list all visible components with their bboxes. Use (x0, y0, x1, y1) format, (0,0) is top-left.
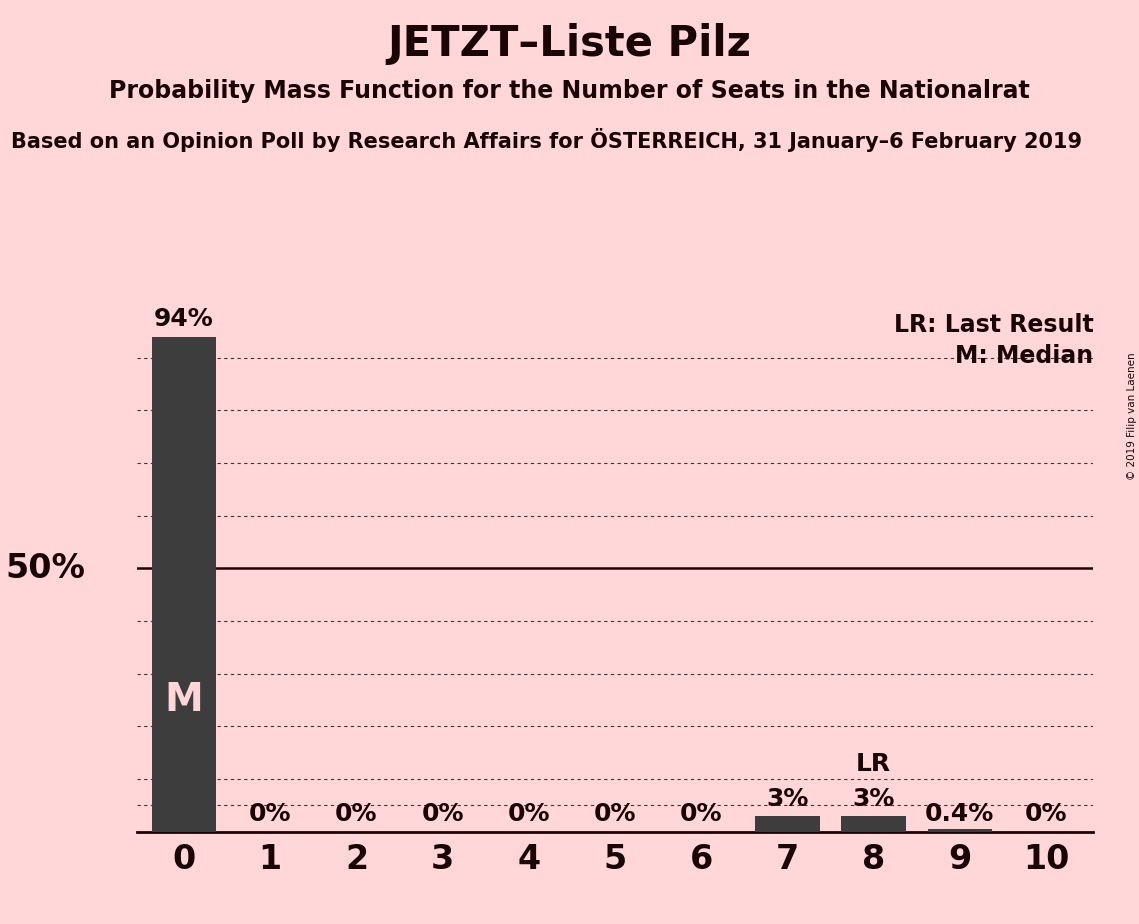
Text: Based on an Opinion Poll by Research Affairs for ÖSTERREICH, 31 January–6 Februa: Based on an Opinion Poll by Research Aff… (11, 128, 1082, 152)
Text: 94%: 94% (154, 308, 214, 332)
Text: 0%: 0% (421, 802, 464, 826)
Text: © 2019 Filip van Laenen: © 2019 Filip van Laenen (1126, 352, 1137, 480)
Text: 0%: 0% (593, 802, 637, 826)
Text: 0%: 0% (1025, 802, 1067, 826)
Text: 3%: 3% (767, 786, 809, 810)
Text: 0%: 0% (335, 802, 378, 826)
Text: 0%: 0% (680, 802, 722, 826)
Text: JETZT–Liste Pilz: JETZT–Liste Pilz (387, 23, 752, 65)
Text: 0%: 0% (249, 802, 292, 826)
Text: M: M (165, 681, 204, 719)
Text: M: Median: M: Median (956, 345, 1093, 369)
Text: Probability Mass Function for the Number of Seats in the Nationalrat: Probability Mass Function for the Number… (109, 79, 1030, 103)
Bar (151, 336, 216, 832)
Text: LR: Last Result: LR: Last Result (894, 313, 1093, 337)
Bar (755, 816, 820, 832)
Text: 0%: 0% (508, 802, 550, 826)
Text: 3%: 3% (852, 786, 895, 810)
Text: LR: LR (857, 752, 891, 776)
Bar (842, 816, 906, 832)
Text: 0.4%: 0.4% (925, 802, 994, 826)
Bar (927, 830, 992, 832)
Text: 50%: 50% (6, 552, 85, 585)
